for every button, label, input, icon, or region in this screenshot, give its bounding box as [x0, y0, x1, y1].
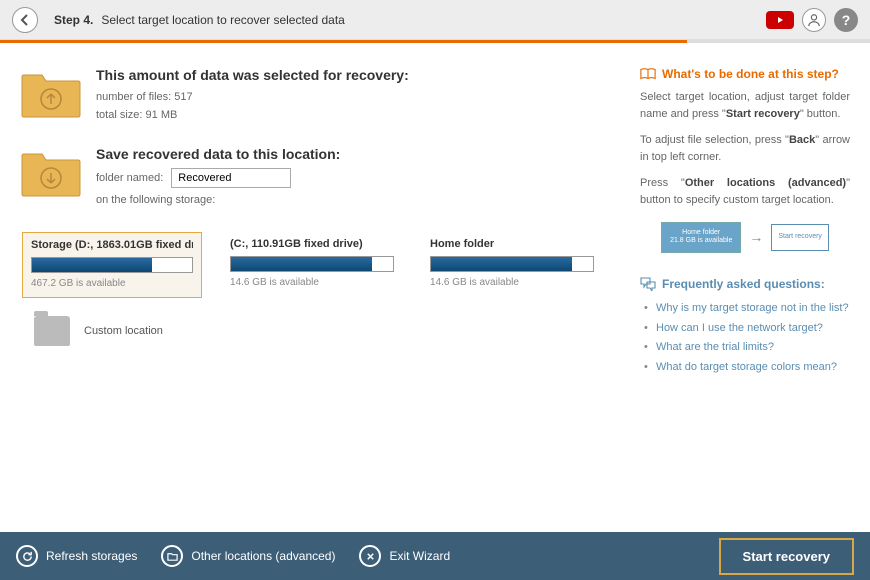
step-title: Select target location to recover select…: [101, 13, 344, 27]
storage-bar: [230, 256, 394, 272]
mini-start-box: Start recovery: [771, 224, 829, 250]
storage-option[interactable]: Storage (D:, 1863.01GB fixed drive) 467.…: [22, 232, 202, 298]
storage-bar: [31, 257, 193, 273]
folder-up-icon: [20, 67, 82, 119]
close-icon: [359, 545, 381, 567]
faq-item[interactable]: What are the trial limits?: [644, 338, 850, 358]
faq-icon: [640, 277, 656, 291]
storage-available: 14.6 GB is available: [230, 277, 394, 288]
custom-folder-icon: [34, 316, 70, 346]
storage-available: 467.2 GB is available: [31, 278, 193, 289]
arrow-icon: →: [749, 229, 763, 245]
selected-data-section: This amount of data was selected for rec…: [20, 67, 620, 124]
back-button[interactable]: [12, 7, 38, 33]
help-illustration: Home folder 21.8 GB is available → Start…: [640, 222, 850, 253]
user-icon[interactable]: [802, 8, 826, 32]
custom-location-label: Custom location: [84, 325, 163, 337]
header-bar: Step 4. Select target location to recove…: [0, 0, 870, 40]
mini-storage-box: Home folder 21.8 GB is available: [661, 222, 741, 253]
faq-item[interactable]: Why is my target storage not in the list…: [644, 299, 850, 319]
storage-list: Storage (D:, 1863.01GB fixed drive) 467.…: [22, 232, 620, 298]
faq-item[interactable]: How can I use the network target?: [644, 319, 850, 339]
other-locations-button[interactable]: Other locations (advanced): [161, 545, 335, 567]
help-text-3: Press "Other locations (advanced)" butto…: [640, 175, 850, 208]
help-text-1: Select target location, adjust target fo…: [640, 89, 850, 122]
storage-option[interactable]: Home folder 14.6 GB is available: [422, 232, 602, 298]
storage-title: Home folder: [430, 238, 594, 250]
folder-down-icon: [20, 146, 82, 198]
storage-title: Storage (D:, 1863.01GB fixed drive): [31, 239, 193, 251]
selected-title: This amount of data was selected for rec…: [96, 67, 620, 83]
storage-title: (C:, 110.91GB fixed drive): [230, 238, 394, 250]
refresh-storages-button[interactable]: Refresh storages: [16, 545, 137, 567]
folder-name-label: folder named:: [96, 172, 163, 184]
help-icon[interactable]: ?: [834, 8, 858, 32]
custom-location-option[interactable]: Custom location: [34, 316, 620, 346]
faq-title: Frequently asked questions:: [640, 277, 850, 291]
faq-item[interactable]: What do target storage colors mean?: [644, 358, 850, 378]
exit-wizard-button[interactable]: Exit Wizard: [359, 545, 450, 567]
save-title: Save recovered data to this location:: [96, 146, 620, 162]
youtube-icon[interactable]: [766, 11, 794, 29]
total-size: total size: 91 MB: [96, 107, 620, 125]
help-text-2: To adjust file selection, press "Back" a…: [640, 132, 850, 165]
refresh-icon: [16, 545, 38, 567]
start-recovery-button[interactable]: Start recovery: [719, 538, 854, 575]
save-location-section: Save recovered data to this location: fo…: [20, 146, 620, 210]
book-icon: [640, 67, 656, 81]
files-count: number of files: 517: [96, 89, 620, 107]
storage-option[interactable]: (C:, 110.91GB fixed drive) 14.6 GB is av…: [222, 232, 402, 298]
folder-name-input[interactable]: [171, 168, 291, 188]
footer-bar: Refresh storages Other locations (advanc…: [0, 532, 870, 580]
faq-list: Why is my target storage not in the list…: [640, 299, 850, 378]
storage-bar: [430, 256, 594, 272]
storage-available: 14.6 GB is available: [430, 277, 594, 288]
folder-icon: [161, 545, 183, 567]
help-panel-title: What's to be done at this step?: [640, 67, 850, 81]
step-number: Step 4.: [54, 13, 93, 27]
storage-line: on the following storage:: [96, 192, 620, 210]
